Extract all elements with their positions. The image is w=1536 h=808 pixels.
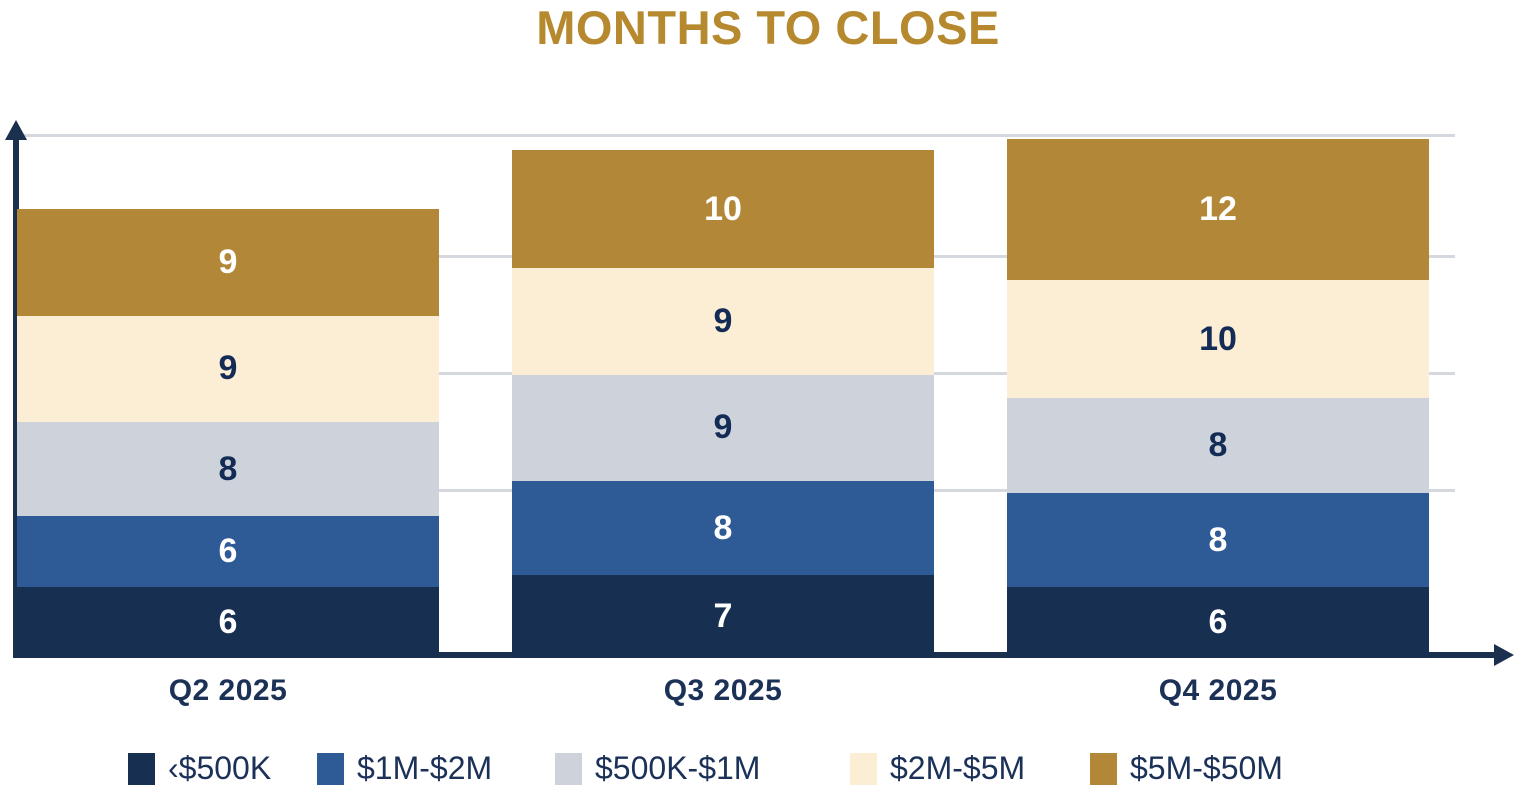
x-axis-label: Q2 2025 <box>168 674 288 707</box>
legend-item: ‹$500K <box>128 750 271 787</box>
bar-segment: 10 <box>512 150 934 269</box>
segment-value-label: 8 <box>1208 520 1228 559</box>
legend-label: $5M-$50M <box>1130 750 1283 786</box>
bar-segment: 8 <box>1007 492 1429 588</box>
segment-value-label: 8 <box>218 449 238 488</box>
legend-item: $2M-$5M <box>850 750 1025 787</box>
bar-segment: 8 <box>512 481 934 576</box>
segment-value-label: 8 <box>713 508 733 547</box>
segment-value-label: 9 <box>218 349 238 388</box>
segment-value-label: 10 <box>1199 319 1237 358</box>
legend-swatch-icon <box>1090 752 1117 785</box>
bar-segment: 8 <box>1007 398 1429 493</box>
legend-item: $1M-$2M <box>317 750 492 787</box>
bar-segment: 9 <box>512 374 934 482</box>
legend-label: $1M-$2M <box>357 750 493 786</box>
bar-segment: 9 <box>512 268 934 375</box>
segment-value-label: 12 <box>1199 189 1237 228</box>
x-axis-arrow-icon <box>1494 644 1514 666</box>
gridline <box>16 133 1455 137</box>
legend-swatch-icon <box>555 752 582 785</box>
segment-value-label: 8 <box>1208 426 1228 465</box>
legend-item: $500K-$1M <box>555 750 760 787</box>
bar-segment: 9 <box>17 209 439 316</box>
legend-label: $500K-$1M <box>595 750 761 786</box>
bar-segment: 6 <box>17 587 439 658</box>
bar-segment: 7 <box>512 575 934 658</box>
y-axis-line <box>13 138 19 658</box>
segment-value-label: 9 <box>713 302 733 341</box>
x-axis-label: Q3 2025 <box>663 674 783 707</box>
legend-swatch-icon <box>317 752 344 785</box>
bar-q3-2025: 7 8 9 9 10 <box>512 150 934 658</box>
segment-value-label: 6 <box>218 603 238 642</box>
segment-value-label: 7 <box>713 597 733 636</box>
bar-q4-2025: 6 8 8 10 12 <box>1007 138 1429 658</box>
segment-value-label: 6 <box>218 532 238 571</box>
bar-segment: 12 <box>1007 138 1429 281</box>
y-axis-arrow-icon <box>5 120 27 140</box>
bar-segment: 6 <box>1007 587 1429 658</box>
legend-label: $2M-$5M <box>890 750 1026 786</box>
bar-segment: 10 <box>1007 280 1429 399</box>
legend-swatch-icon <box>128 752 155 785</box>
bar-q2-2025: 6 6 8 9 9 <box>17 209 439 658</box>
legend-item: $5M-$50M <box>1090 750 1283 787</box>
bar-segment: 6 <box>17 516 439 588</box>
segment-value-label: 9 <box>218 243 238 282</box>
legend-swatch-icon <box>850 752 877 785</box>
x-axis-label: Q4 2025 <box>1158 674 1278 707</box>
legend-label: ‹$500K <box>168 750 272 786</box>
chart-title: MONTHS TO CLOSE <box>536 1 1000 54</box>
bar-segment: 8 <box>17 422 439 517</box>
segment-value-label: 9 <box>713 408 733 447</box>
segment-value-label: 6 <box>1208 603 1228 642</box>
bar-segment: 9 <box>17 315 439 423</box>
segment-value-label: 10 <box>704 189 742 228</box>
